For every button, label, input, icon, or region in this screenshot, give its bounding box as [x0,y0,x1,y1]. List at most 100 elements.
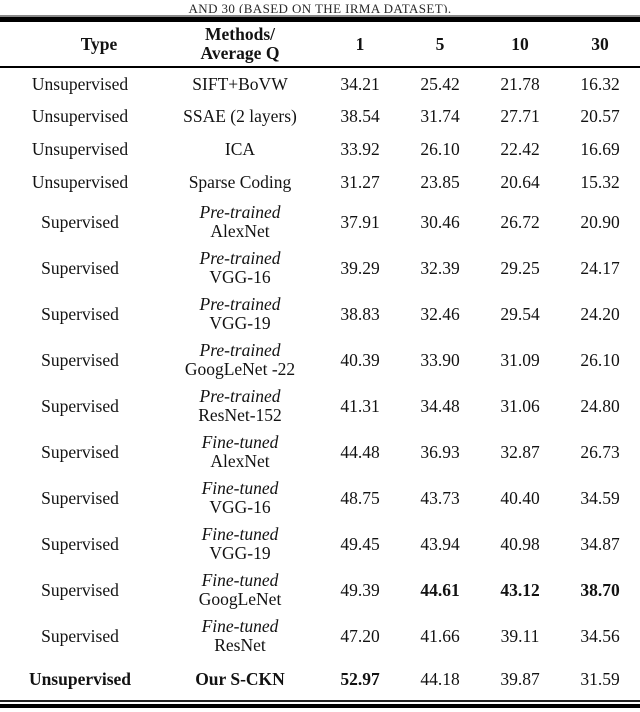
table-row: Unsupervised SSAE (2 layers) 38.54 31.74 27.… [0,100,640,133]
table-bottom-rule [0,700,640,708]
table-row: Supervised Fine-tuned VGG-19 49.45 43.94 40.9… [0,521,640,567]
method-line: Pre-trained [199,386,281,406]
method-line: Fine-tuned [201,432,279,452]
header-type: Type [0,22,160,68]
cell-type: Supervised [41,579,119,600]
cell-value: 32.46 [420,303,460,324]
cell-value: 24.17 [580,257,620,278]
cell-type: Unsupervised [28,669,132,689]
table-header: Type Methods/ Average Q 1 5 10 30 [0,22,640,68]
table-row: Supervised Fine-tuned VGG-16 48.75 43.73 40.4… [0,475,640,521]
cell-value: 33.92 [340,139,380,159]
cell-value: 27.71 [500,106,540,126]
cell-type: Unsupervised [31,172,129,192]
table-row: Supervised Fine-tuned ResNet 47.20 41.66 39.1… [0,613,640,659]
method-line: AlexNet [210,221,270,241]
cell-value: 39.87 [500,669,540,689]
cell-value: 32.39 [420,257,460,278]
table-row: Supervised Pre-trained VGG-19 38.83 32.46 29.… [0,291,640,337]
cell-value: 40.98 [500,533,540,554]
cell-value: 22.42 [500,139,540,159]
table-top-rule [0,15,640,22]
cell-method: Pre-trained VGG-19 [160,291,320,337]
cell-method: Sparse Coding [160,166,320,199]
cell-method: Fine-tuned VGG-19 [160,521,320,567]
cell-value: 38.70 [580,579,620,600]
cell-value: 16.32 [580,73,620,94]
table-row: Unsupervised Sparse Coding 31.27 23.85 20.64… [0,166,640,199]
cell-value: 21.78 [500,73,540,94]
cell-value: 29.54 [500,303,540,324]
cell-value: 48.75 [340,487,380,508]
cell-value: 24.20 [580,303,620,324]
cell-type: Unsupervised [31,106,129,126]
cell-value: 44.18 [420,669,460,689]
cell-type: Unsupervised [31,73,129,94]
cell-value: 47.20 [340,625,380,646]
cell-value: 15.32 [580,172,620,192]
cell-type: Supervised [41,487,119,508]
results-table: Type Methods/ Average Q 1 5 10 30 Unsupe… [0,22,640,700]
cell-value: 49.45 [340,533,380,554]
cell-method: SIFT+BoVW [160,67,320,100]
cell-value: 20.64 [500,172,540,192]
cell-value: 25.42 [420,73,460,94]
cell-value: 34.56 [580,625,620,646]
cell-type: Supervised [41,533,119,554]
table-body: Unsupervised SIFT+BoVW 34.21 25.42 21.78 16.3… [0,67,640,700]
header-row: Type Methods/ Average Q 1 5 10 30 [0,22,640,68]
table-row: Unsupervised Our S-CKN 52.97 44.18 39.87 31.5… [0,659,640,700]
cell-value: 34.48 [420,395,460,416]
cell-value: 26.73 [580,441,620,462]
cell-value: 39.11 [500,625,540,646]
cell-value: 40.39 [340,349,380,370]
header-col-10: 10 [480,22,560,68]
table-row: Supervised Pre-trained AlexNet 37.91 30.46 26… [0,199,640,245]
cell-value: 41.31 [340,395,380,416]
cell-method: ICA [160,133,320,166]
cell-value: 20.57 [580,106,620,126]
method-line: Fine-tuned [201,570,279,590]
table-row: Supervised Pre-trained GoogLeNet -22 40.39 3… [0,337,640,383]
cell-type: Supervised [41,303,119,324]
method-line: GoogLeNet -22 [184,359,296,379]
cell-value: 33.90 [420,349,460,370]
method-line: Pre-trained [199,202,281,222]
method-line: Pre-trained [199,340,281,360]
cell-method: Fine-tuned GoogLeNet [160,567,320,613]
method-line: VGG-16 [209,497,271,517]
method-line: SIFT+BoVW [192,73,288,94]
cell-value: 41.66 [420,625,460,646]
cell-method: Pre-trained AlexNet [160,199,320,245]
cell-value: 31.09 [500,349,540,370]
cell-value: 38.83 [340,303,380,324]
cell-type: Supervised [41,395,119,416]
cell-value: 30.46 [420,211,460,232]
cell-type: Supervised [41,257,119,278]
method-line: Pre-trained [199,294,281,314]
method-line: VGG-16 [209,267,271,287]
cell-type: Supervised [41,211,119,232]
method-line: Our S-CKN [195,669,285,689]
cell-value: 23.85 [420,172,460,192]
cell-method: Pre-trained ResNet-152 [160,383,320,429]
table-row: Unsupervised ICA 33.92 26.10 22.42 16.69 [0,133,640,166]
table-caption: AND 30 (BASED ON THE IRMA DATASET). [0,0,640,13]
table-row: Supervised Fine-tuned AlexNet 44.48 36.93 32.… [0,429,640,475]
cell-value: 37.91 [340,211,380,232]
cell-value: 49.39 [340,579,380,600]
cell-value: 32.87 [500,441,540,462]
table-row: Supervised Fine-tuned GoogLeNet 49.39 44.61 4… [0,567,640,613]
cell-method: Fine-tuned VGG-16 [160,475,320,521]
cell-type: Supervised [41,441,119,462]
table-caption-text: AND 30 (BASED ON THE IRMA DATASET). [188,1,452,13]
table-row: Supervised Pre-trained ResNet-152 41.31 34.4… [0,383,640,429]
method-line: VGG-19 [209,543,271,563]
cell-type: Supervised [41,625,119,646]
cell-value: 43.73 [420,487,460,508]
cell-value: 16.69 [580,139,620,159]
method-line: ResNet-152 [198,405,282,425]
cell-value: 52.97 [340,669,380,689]
cell-value: 31.27 [340,172,380,192]
